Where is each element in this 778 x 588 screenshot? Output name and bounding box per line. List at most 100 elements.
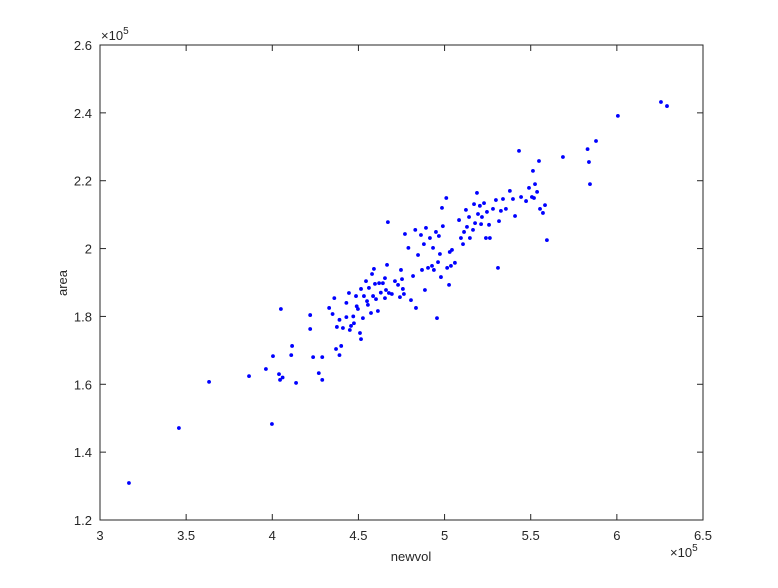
scatter-point bbox=[659, 100, 663, 104]
scatter-point bbox=[311, 355, 316, 360]
scatter-point bbox=[665, 104, 669, 108]
scatter-point bbox=[538, 206, 542, 211]
scatter-point bbox=[430, 263, 434, 268]
scatter-point bbox=[337, 353, 342, 358]
scatter-point bbox=[467, 236, 472, 240]
scatter-point bbox=[435, 316, 439, 321]
scatter-point bbox=[423, 288, 427, 292]
scatter-point bbox=[334, 347, 338, 351]
scatter-point bbox=[341, 326, 345, 330]
scatter-point bbox=[403, 232, 407, 236]
scatter-point bbox=[541, 211, 545, 215]
scatter-point bbox=[445, 266, 450, 270]
scatter-point bbox=[496, 266, 500, 270]
scatter-point bbox=[280, 375, 285, 380]
scatter-point bbox=[354, 294, 358, 298]
scatter-point bbox=[356, 307, 360, 311]
scatter-point bbox=[497, 219, 501, 223]
scatter-point bbox=[380, 281, 385, 286]
scatter-point bbox=[351, 314, 356, 319]
scatter-point bbox=[366, 302, 370, 307]
x-tick-label: 6 bbox=[613, 528, 620, 543]
scatter-point bbox=[450, 248, 454, 252]
scatter-point bbox=[499, 209, 503, 213]
scatter-point bbox=[383, 296, 387, 301]
scatter-point bbox=[594, 139, 598, 143]
scatter-point bbox=[352, 321, 356, 326]
scatter-point bbox=[482, 201, 486, 206]
scatter-point bbox=[347, 328, 352, 332]
scatter-point bbox=[371, 294, 375, 298]
scatter-point bbox=[421, 242, 426, 247]
scatter-point bbox=[359, 337, 363, 342]
scatter-point bbox=[473, 221, 477, 226]
x-tick-label: 5.5 bbox=[522, 528, 540, 543]
scatter-point bbox=[347, 291, 351, 295]
scatter-point bbox=[373, 281, 377, 286]
scatter-point bbox=[308, 313, 313, 317]
x-exponent-label: ×105 bbox=[670, 543, 698, 560]
scatter-point bbox=[289, 353, 294, 358]
scatter-point bbox=[444, 196, 449, 200]
scatter-point bbox=[439, 275, 443, 279]
scatter-point bbox=[361, 316, 365, 321]
x-tick-label: 4.5 bbox=[349, 528, 367, 543]
scatter-point bbox=[504, 206, 508, 211]
scatter-point bbox=[374, 297, 378, 302]
scatter-point bbox=[531, 168, 535, 173]
scatter-point bbox=[447, 282, 451, 287]
scatter-point bbox=[308, 327, 313, 331]
scatter-point bbox=[431, 268, 436, 272]
scatter-point bbox=[399, 268, 403, 272]
scatter-point bbox=[428, 236, 432, 240]
y-exponent-power: 5 bbox=[123, 26, 129, 37]
axes-box bbox=[99, 44, 704, 521]
scatter-point bbox=[511, 197, 515, 201]
scatter-point bbox=[389, 292, 394, 296]
scatter-point bbox=[413, 228, 418, 232]
y-exponent-label: ×105 bbox=[101, 26, 129, 43]
scatter-point bbox=[561, 155, 565, 159]
scatter-point bbox=[358, 331, 362, 335]
scatter-point bbox=[396, 282, 400, 287]
scatter-point bbox=[330, 312, 335, 316]
scatter-point bbox=[414, 306, 418, 310]
scatter-point bbox=[383, 276, 387, 280]
scatter-point bbox=[385, 262, 389, 267]
scatter-point bbox=[264, 367, 268, 371]
scatter-point bbox=[533, 182, 537, 187]
scatter-point bbox=[476, 212, 480, 216]
scatter-point bbox=[467, 215, 471, 219]
scatter-point bbox=[471, 228, 475, 232]
scatter-point bbox=[436, 234, 441, 238]
scatter-point bbox=[320, 377, 325, 382]
scatter-point bbox=[462, 230, 466, 234]
scatter-point bbox=[543, 203, 547, 208]
scatter-point bbox=[362, 294, 366, 298]
scatter-point bbox=[207, 380, 211, 384]
x-tick-label: 3 bbox=[96, 528, 103, 543]
scatter-point bbox=[585, 147, 590, 152]
scatter-point bbox=[545, 238, 549, 242]
scatter-point bbox=[370, 272, 374, 276]
scatter-point bbox=[344, 300, 349, 305]
y-tick-label: 1.6 bbox=[74, 377, 92, 392]
scatter-point bbox=[487, 222, 491, 227]
scatter-point bbox=[327, 306, 332, 310]
scatter-point bbox=[406, 245, 411, 250]
scatter-point bbox=[334, 325, 339, 329]
scatter-point bbox=[513, 214, 517, 218]
scatter-point bbox=[377, 281, 382, 286]
scatter-point bbox=[279, 307, 283, 311]
scatter-point bbox=[344, 315, 349, 320]
scatter-point bbox=[465, 224, 469, 229]
y-tick-label: 2.2 bbox=[74, 174, 92, 189]
scatter-point bbox=[364, 279, 368, 284]
scatter-point bbox=[588, 182, 592, 187]
scatter-point bbox=[424, 225, 428, 230]
scatter-point bbox=[177, 426, 181, 430]
scatter-point bbox=[587, 160, 591, 164]
scatter-point bbox=[400, 277, 404, 282]
scatter-point bbox=[349, 324, 353, 328]
scatter-point bbox=[402, 292, 406, 296]
